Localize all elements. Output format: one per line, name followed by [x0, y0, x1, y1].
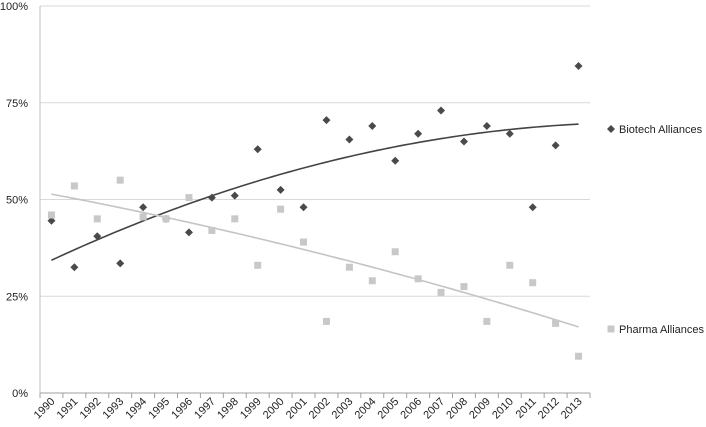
legend: Biotech Alliances Pharma Alliances [607, 124, 704, 336]
x-tick-label: 2002 [307, 396, 333, 422]
pharma-point [460, 283, 468, 291]
biotech-point [116, 259, 125, 268]
biotech-point [574, 61, 583, 70]
pharma-point [391, 248, 399, 256]
pharma-point [575, 352, 583, 360]
biotech-point [230, 191, 239, 200]
x-tick-label: 2005 [376, 396, 402, 422]
x-tick-label: 2013 [559, 396, 585, 422]
biotech-point [437, 106, 446, 115]
biotech-point [482, 121, 491, 130]
biotech-point [184, 228, 193, 237]
pharma-point [162, 215, 170, 223]
x-tick-label: 1998 [215, 396, 241, 422]
x-tick-label: 1993 [101, 396, 127, 422]
y-axis-ticks: 0% 25% 50% 75% 100% [0, 1, 28, 400]
biotech-point [322, 116, 331, 125]
x-tick-label: 2008 [444, 396, 470, 422]
pharma-point [437, 288, 445, 296]
data-points [47, 61, 583, 360]
x-tick-label: 2007 [421, 396, 447, 422]
legend-label: Biotech Alliances [619, 124, 703, 136]
pharma-point [277, 205, 285, 213]
x-tick-label: 2004 [353, 396, 379, 422]
x-tick-label: 2003 [330, 396, 356, 422]
x-tick-label: 1997 [192, 396, 218, 422]
x-tick-label: 1994 [123, 396, 149, 422]
pharma-point [70, 182, 78, 190]
x-axis-ticks: 1990199119921993199419951996199719981999… [32, 393, 591, 422]
x-tick-label: 2012 [536, 396, 562, 422]
biotech-point [505, 129, 514, 138]
biotech-point [528, 203, 537, 212]
legend-label: Pharma Alliances [619, 324, 704, 336]
pharma-point [93, 215, 101, 223]
pharma-point [506, 261, 514, 269]
pharma-point [139, 213, 147, 221]
biotech-point [139, 203, 148, 212]
pharma-point [368, 277, 376, 285]
biotech-point [299, 203, 308, 212]
x-tick-label: 2001 [284, 396, 310, 422]
biotech-point [207, 193, 216, 202]
x-tick-label: 2010 [490, 396, 516, 422]
x-tick-label: 1991 [55, 396, 81, 422]
pharma-point [483, 317, 491, 325]
legend-marker-pharma [607, 325, 615, 333]
y-tick-label: 75% [6, 98, 28, 110]
biotech-point [414, 129, 423, 138]
pharma-point [552, 319, 560, 327]
y-tick-label: 25% [6, 291, 28, 303]
biotech-point [391, 156, 400, 165]
x-tick-label: 1990 [32, 396, 58, 422]
biotech-point [70, 263, 79, 272]
x-tick-label: 1992 [78, 396, 104, 422]
biotech-point [253, 145, 262, 154]
pharma-point [322, 317, 330, 325]
y-tick-label: 50% [6, 195, 28, 207]
biotech-point [459, 137, 468, 146]
pharma-point [47, 211, 55, 219]
x-tick-label: 1996 [169, 396, 195, 422]
x-tick-label: 2011 [514, 396, 539, 421]
pharma-point [231, 215, 239, 223]
pharma-point [116, 176, 124, 184]
x-tick-label: 2009 [467, 396, 493, 422]
x-tick-label: 1999 [238, 396, 264, 422]
pharma-point [414, 275, 422, 283]
biotech-point [276, 185, 285, 194]
trend-line-biotech [51, 123, 579, 261]
gridlines [39, 5, 590, 394]
biotech-point [345, 135, 354, 144]
trend-line-pharma [51, 193, 579, 328]
biotech-point [551, 141, 560, 150]
pharma-point [185, 194, 193, 202]
y-tick-label: 100% [0, 1, 28, 13]
pharma-point [300, 238, 308, 246]
biotech-point [47, 216, 56, 225]
x-tick-label: 2006 [398, 396, 424, 422]
legend-marker-biotech [607, 125, 615, 133]
pharma-point [208, 226, 216, 234]
x-tick-label: 1995 [146, 396, 172, 422]
pharma-point [345, 263, 353, 271]
x-tick-label: 2000 [261, 396, 287, 422]
trend-lines [51, 123, 579, 328]
y-tick-label: 0% [12, 388, 28, 400]
pharma-point [254, 261, 262, 269]
biotech-point [93, 232, 102, 241]
pharma-point [529, 279, 537, 287]
biotech-point [368, 121, 377, 130]
